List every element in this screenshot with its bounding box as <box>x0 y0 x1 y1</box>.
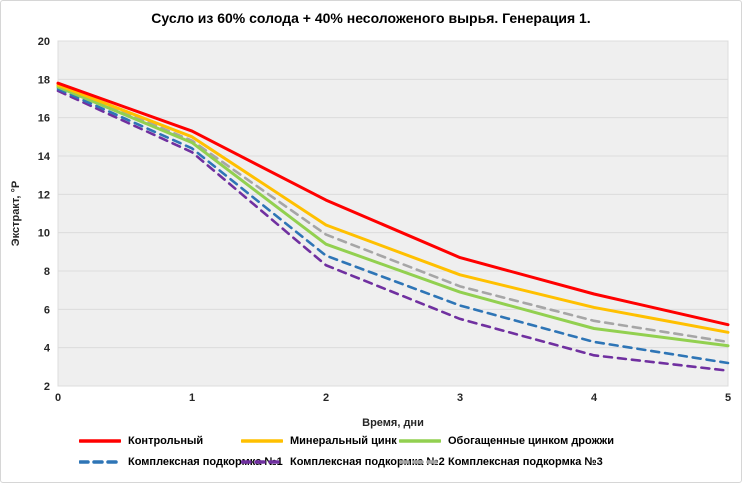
series-line <box>56 85 730 348</box>
y-tick-label: 20 <box>38 36 50 48</box>
y-tick-label: 12 <box>38 189 50 201</box>
x-tick-label: 5 <box>725 392 731 404</box>
series-line <box>56 89 730 372</box>
legend-label: Контрольный <box>128 435 204 447</box>
x-tick-label: 4 <box>591 392 598 404</box>
legend-label: Комплексная подкормка №1 <box>128 456 283 468</box>
legend-label: Минеральный цинк <box>290 435 397 447</box>
y-tick-label: 4 <box>44 343 51 355</box>
legend-label: Обогащенные цинком дрожжи <box>448 435 614 447</box>
legend-label: Комплексная подкормка №3 <box>448 456 603 468</box>
y-tick-label: 6 <box>44 304 50 316</box>
legend-line-sample <box>78 459 122 465</box>
series-line <box>56 87 730 365</box>
legend-line-sample <box>78 438 122 444</box>
legend-label: Комплексная подкормка №2 <box>290 456 445 468</box>
y-tick-label: 2 <box>44 381 50 393</box>
y-tick-label: 16 <box>38 113 50 125</box>
legend-line-sample <box>398 459 442 465</box>
x-axis-title: Время, дни <box>362 417 424 429</box>
y-tick-label: 10 <box>38 228 50 240</box>
y-tick-label: 8 <box>44 266 50 278</box>
series-line <box>56 81 730 327</box>
legend-item-podkormka-2: Комплексная подкормка №2 <box>240 456 445 468</box>
legend-line-sample <box>240 438 284 444</box>
plot-area-background <box>58 41 728 386</box>
plot-area-border <box>57 40 729 387</box>
legend-item-mineralnyj-cink: Минеральный цинк <box>240 435 399 447</box>
legend-line-sample <box>240 459 284 465</box>
x-tick-label: 2 <box>323 392 329 404</box>
legend-item-podkormka-1: Комплексная подкормка №1 <box>78 456 283 468</box>
x-tick-label: 3 <box>457 392 463 404</box>
chart-legend: Контрольный Минеральный цинк Обогащенные… <box>78 435 614 468</box>
y-tick-label: 18 <box>38 74 50 86</box>
chart-title: Сусло из 60% солода + 40% несоложеного в… <box>151 10 591 26</box>
legend-item-kontrolnyj: Контрольный <box>78 435 241 447</box>
y-axis-title: Экстракт, °P <box>10 181 22 246</box>
y-tick-label: 14 <box>38 151 51 163</box>
x-tick-label: 1 <box>189 392 195 404</box>
legend-line-sample <box>398 438 442 444</box>
legend-item-podkormka-3: Комплексная подкормка №3 <box>398 456 614 468</box>
legend-item-obogashchennye-drozhzhi: Обогащенные цинком дрожжи <box>398 435 614 447</box>
series-line <box>56 83 730 344</box>
series-line <box>56 83 730 334</box>
x-tick-label: 0 <box>55 392 61 404</box>
